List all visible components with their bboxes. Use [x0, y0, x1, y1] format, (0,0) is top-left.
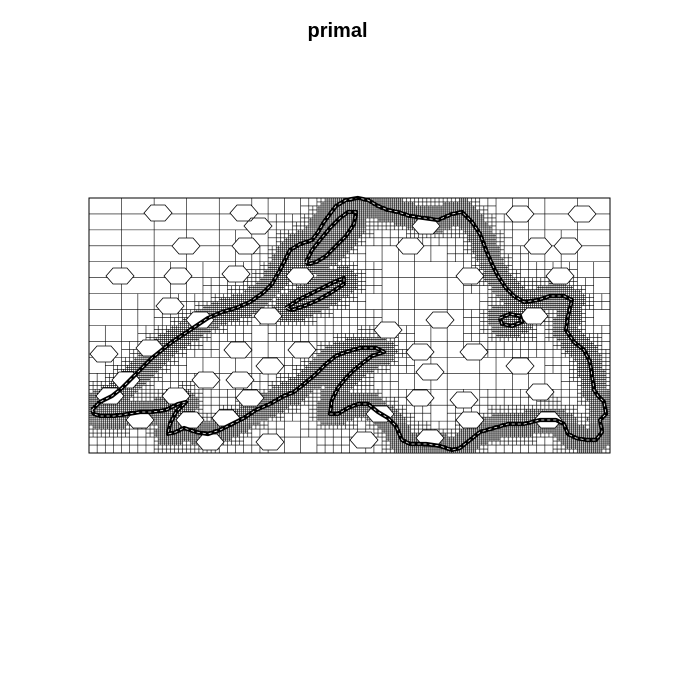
shoreline-boundary [90, 195, 609, 453]
boundary-outline-0 [90, 195, 609, 453]
mesh-hex-cells [89, 204, 597, 451]
boundary-inner-1 [305, 211, 357, 265]
plot-frame [88, 197, 611, 454]
plot-title: primal [307, 20, 368, 42]
boundary-inner-3 [499, 313, 523, 327]
boundary-inner-2 [285, 277, 345, 311]
mesh-grid [88, 197, 611, 454]
mesh-grid-lines [88, 197, 611, 454]
hex-cells [89, 204, 597, 451]
